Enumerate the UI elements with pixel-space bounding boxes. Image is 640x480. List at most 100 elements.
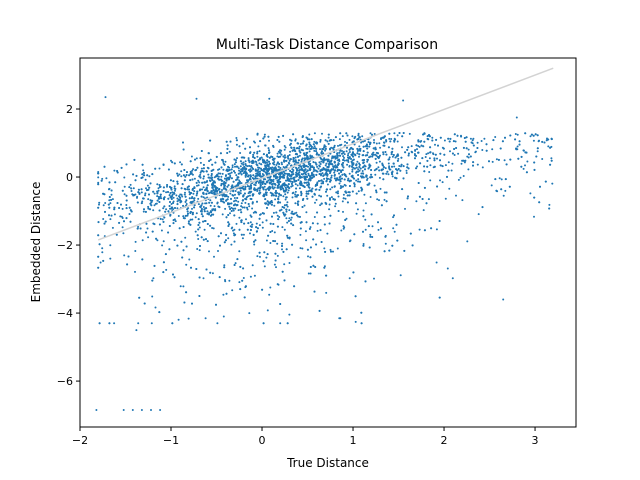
data-point <box>288 154 291 156</box>
data-point <box>123 185 126 188</box>
data-point <box>342 155 345 158</box>
data-point <box>337 144 339 147</box>
data-point <box>200 210 202 213</box>
data-point <box>184 191 186 194</box>
data-point <box>178 227 181 230</box>
data-point <box>366 177 369 180</box>
data-point <box>311 187 314 190</box>
data-point <box>396 172 399 175</box>
data-point <box>423 186 426 189</box>
data-point <box>187 212 189 215</box>
data-point <box>266 153 268 156</box>
data-point <box>323 145 326 148</box>
data-point <box>278 193 281 196</box>
data-point <box>372 147 375 150</box>
data-point <box>377 166 380 169</box>
data-point <box>150 322 153 325</box>
y-tick-label: −4 <box>57 307 73 320</box>
data-point <box>230 177 233 180</box>
data-point <box>277 168 280 171</box>
data-point <box>289 218 292 221</box>
data-point <box>352 271 355 274</box>
data-point <box>213 205 216 208</box>
data-point <box>503 159 506 162</box>
data-point <box>236 258 239 261</box>
data-point <box>305 195 308 198</box>
data-point <box>382 153 385 156</box>
data-point <box>200 150 203 152</box>
data-point <box>221 189 223 191</box>
data-point <box>193 186 196 189</box>
data-point <box>273 263 276 266</box>
data-point <box>409 232 412 235</box>
data-point <box>155 237 158 240</box>
data-point <box>314 201 316 204</box>
data-point <box>179 199 182 202</box>
data-point <box>97 176 100 179</box>
data-point <box>261 169 264 172</box>
data-point <box>223 187 225 190</box>
data-point <box>224 280 227 283</box>
data-point <box>182 226 185 228</box>
data-point <box>166 184 169 186</box>
data-point <box>429 151 432 154</box>
data-point <box>246 179 249 182</box>
data-point <box>202 163 205 166</box>
data-point <box>277 198 280 201</box>
data-point <box>491 148 494 151</box>
data-point <box>261 212 264 215</box>
data-point <box>446 267 449 270</box>
data-point <box>328 203 331 206</box>
data-point <box>323 177 326 180</box>
data-point <box>272 178 275 181</box>
data-point <box>160 197 163 200</box>
data-point <box>401 146 403 149</box>
data-point <box>288 162 291 165</box>
data-point <box>374 157 377 160</box>
data-point <box>351 148 354 151</box>
data-point <box>411 244 414 247</box>
data-point <box>264 165 267 168</box>
data-point <box>281 248 283 251</box>
data-point <box>183 193 186 196</box>
data-point <box>492 139 495 142</box>
data-point <box>268 162 271 165</box>
data-point <box>472 161 475 164</box>
data-point <box>158 209 161 212</box>
data-point <box>189 160 192 163</box>
data-point <box>345 191 348 194</box>
data-point <box>196 166 199 169</box>
data-point <box>205 170 208 173</box>
data-point <box>406 163 409 166</box>
data-point <box>286 221 289 224</box>
data-point <box>207 192 210 195</box>
data-point <box>541 158 544 160</box>
data-point <box>249 221 252 224</box>
data-point <box>336 247 339 250</box>
data-point <box>322 152 325 155</box>
data-point <box>158 223 161 226</box>
data-point <box>204 189 206 192</box>
data-point <box>529 192 532 195</box>
data-point <box>200 167 203 170</box>
data-point <box>199 161 202 164</box>
data-point <box>211 192 214 195</box>
data-point <box>223 201 226 204</box>
data-point <box>358 163 361 166</box>
data-point <box>228 150 231 153</box>
data-point <box>384 242 387 245</box>
data-point <box>240 205 243 208</box>
data-point <box>391 147 394 150</box>
data-point <box>290 222 293 225</box>
data-point <box>104 202 107 204</box>
data-point <box>276 139 279 141</box>
data-point <box>308 138 311 141</box>
data-point <box>342 159 345 161</box>
data-point <box>99 261 102 264</box>
data-point <box>220 175 223 178</box>
data-point <box>213 184 216 187</box>
data-point <box>267 176 269 179</box>
data-point <box>191 173 194 176</box>
data-point <box>249 175 252 178</box>
